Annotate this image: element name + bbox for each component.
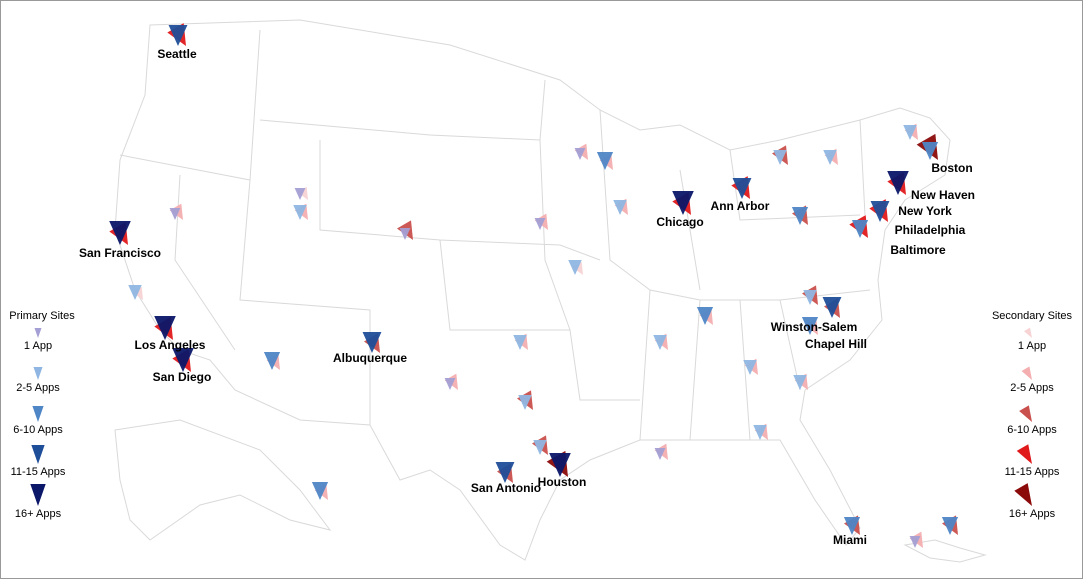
- site-marker: [887, 171, 909, 195]
- legend-swatch: [32, 406, 44, 422]
- city-label: New Haven: [911, 188, 975, 202]
- city-label: San Francisco: [79, 246, 161, 260]
- legend-label: 11-15 Apps: [11, 466, 66, 478]
- site-marker: [495, 462, 515, 483]
- site-marker: [169, 208, 181, 220]
- site-marker: [921, 142, 939, 160]
- legend-label: 6-10 Apps: [13, 424, 63, 436]
- site-marker: [654, 448, 666, 460]
- legend-swatch: [1021, 366, 1032, 381]
- site-marker: [263, 352, 281, 370]
- site-marker: [568, 260, 582, 275]
- site-markers: [109, 23, 959, 548]
- city-label: Miami: [833, 533, 867, 547]
- legend: 1 App 2-5 Apps 6-10 Apps 11-15 Apps 16+ Apps…: [11, 327, 1060, 520]
- legend-title: Primary Sites: [9, 310, 75, 322]
- site-marker: [791, 207, 809, 225]
- site-marker: [851, 220, 869, 238]
- site-marker: [168, 25, 188, 46]
- city-label: San Antonio: [471, 481, 541, 495]
- legend-label: 16+ Apps: [15, 508, 62, 520]
- legend-swatch: [34, 328, 42, 338]
- city-label: Seattle: [157, 47, 197, 61]
- legend-swatch: [30, 484, 46, 506]
- city-label: Albuquerque: [333, 351, 407, 365]
- city-label: Philadelphia: [895, 223, 966, 237]
- site-marker: [732, 178, 752, 199]
- site-marker: [909, 536, 921, 548]
- city-label: Winston-Salem: [771, 320, 858, 334]
- site-marker: [823, 150, 837, 165]
- site-marker: [773, 150, 787, 165]
- legend-swatch: [1019, 405, 1032, 422]
- legend-label: 1 App: [24, 340, 52, 352]
- site-marker: [534, 218, 546, 230]
- site-marker: [294, 188, 306, 200]
- legend-label: 6-10 Apps: [1007, 424, 1057, 436]
- legend-swatch: [1016, 444, 1032, 465]
- site-marker: [518, 395, 532, 410]
- city-label: Houston: [538, 475, 587, 489]
- site-marker: [801, 317, 819, 335]
- city-label: Los Angeles: [135, 338, 206, 352]
- site-marker: [822, 297, 842, 318]
- site-marker: [793, 375, 807, 390]
- site-marker: [803, 290, 817, 305]
- site-marker: [549, 453, 571, 477]
- site-marker: [293, 205, 307, 220]
- site-marker: [172, 348, 194, 372]
- legend-swatch: [33, 367, 43, 380]
- site-marker: [362, 332, 382, 353]
- city-label: Ann Arbor: [711, 199, 770, 213]
- site-marker: [574, 148, 586, 160]
- site-marker: [399, 228, 411, 240]
- site-marker: [753, 425, 767, 440]
- legend-swatch: [1014, 483, 1032, 506]
- site-marker: [696, 307, 714, 325]
- legend-title: Secondary Sites: [992, 310, 1073, 322]
- site-marker: [444, 378, 456, 390]
- site-marker: [743, 360, 757, 375]
- site-marker: [513, 335, 527, 350]
- site-marker: [154, 316, 176, 340]
- legend-label: 11-15 Apps: [1005, 466, 1060, 478]
- site-marker: [653, 335, 667, 350]
- site-marker: [311, 482, 329, 500]
- legend-label: 2-5 Apps: [16, 382, 60, 394]
- site-marker: [672, 191, 694, 215]
- city-label: Chicago: [656, 215, 703, 229]
- city-labels: Seattle San Francisco Los Angeles San Diego…: [79, 47, 975, 547]
- site-marker: [596, 152, 614, 170]
- site-marker: [109, 221, 131, 245]
- site-marker: [903, 125, 917, 140]
- city-label: Baltimore: [890, 243, 946, 257]
- legend-label: 2-5 Apps: [1010, 382, 1054, 394]
- city-label: New York: [898, 204, 952, 218]
- site-marker: [941, 517, 959, 535]
- legend-swatch: [1023, 327, 1032, 338]
- legend-label: 1 App: [1018, 340, 1046, 352]
- site-marker: [613, 200, 627, 215]
- city-label: Boston: [931, 161, 972, 175]
- legend-swatch: [31, 445, 45, 464]
- site-marker: [533, 440, 547, 455]
- site-marker: [128, 285, 142, 300]
- us-map: [114, 19, 987, 563]
- city-label: Chapel Hill: [805, 337, 867, 351]
- site-marker: [843, 517, 861, 535]
- legend-label: 16+ Apps: [1009, 508, 1056, 520]
- site-marker: [870, 201, 890, 222]
- city-label: San Diego: [153, 370, 212, 384]
